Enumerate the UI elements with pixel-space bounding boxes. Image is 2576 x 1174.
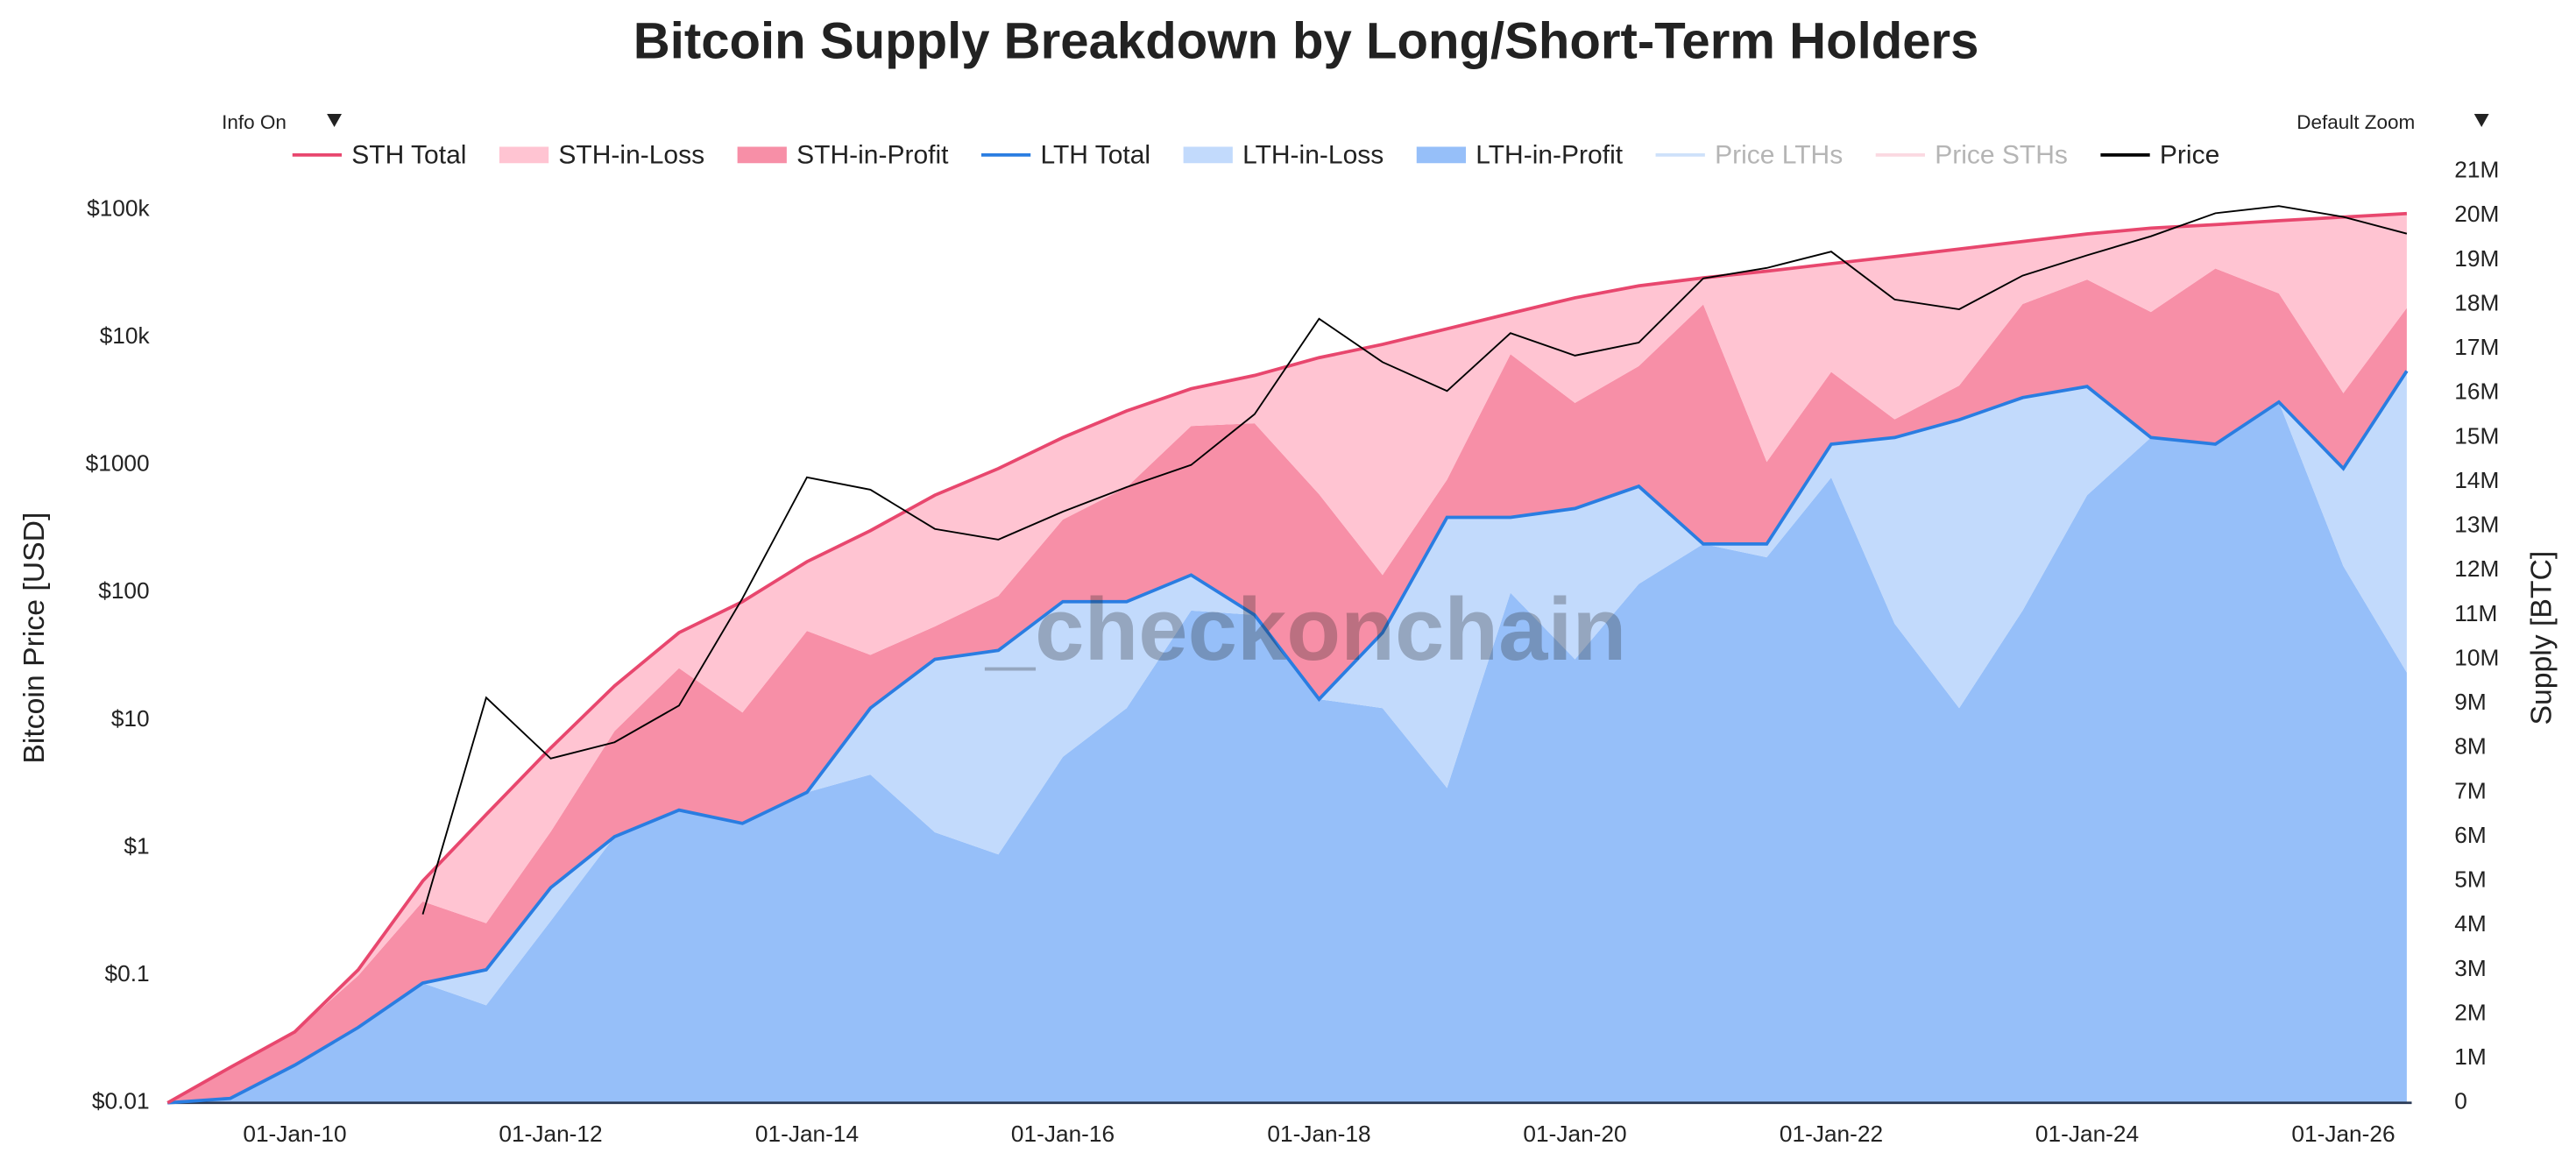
- legend-swatch: [1416, 146, 1467, 164]
- y2-tick-label: 20M: [2454, 201, 2499, 227]
- x-tick-label: 01-Jan-24: [2035, 1121, 2139, 1147]
- x-tick-label: 01-Jan-12: [499, 1121, 602, 1147]
- line: [167, 370, 2409, 1105]
- y2-tick-label: 17M: [2454, 334, 2499, 360]
- x-tick-label: 01-Jan-26: [2291, 1121, 2395, 1147]
- y2-tick-label: 13M: [2454, 512, 2499, 538]
- x-tick-label: 01-Jan-16: [1011, 1121, 1115, 1147]
- legend-label: Price STHs: [1935, 141, 2068, 170]
- legend-item[interactable]: STH-in-Loss: [499, 141, 704, 170]
- plot-area: [166, 205, 2412, 1105]
- price-line: [421, 205, 2408, 915]
- dropdown-arrow[interactable]: [327, 114, 342, 127]
- y-tick-label: $100: [98, 577, 149, 604]
- legend-label: Price LTHs: [1715, 141, 1843, 170]
- legend-label: LTH-in-Loss: [1242, 141, 1384, 170]
- y2-tick-label: 6M: [2454, 822, 2486, 848]
- x-tick-label: 01-Jan-18: [1267, 1121, 1370, 1147]
- legend-item[interactable]: LTH Total: [980, 141, 1150, 170]
- y2-tick-label: 3M: [2454, 955, 2486, 981]
- y2-tick-label: 10M: [2454, 644, 2499, 670]
- y2-tick-label: 21M: [2454, 157, 2499, 183]
- y2-tick-label: 12M: [2454, 555, 2499, 582]
- legend-item[interactable]: Price LTHs: [1655, 141, 1844, 170]
- y-tick-label: $100k: [87, 194, 150, 221]
- y-tick-label: $10k: [100, 322, 151, 349]
- y2-tick-label: 4M: [2454, 910, 2486, 937]
- legend-swatch: [737, 146, 787, 164]
- y2-tick-label: 16M: [2454, 378, 2499, 405]
- y-axis-title: Bitcoin Price [USD]: [18, 513, 51, 764]
- x-tick-label: 01-Jan-14: [755, 1121, 859, 1147]
- y2-tick-label: 8M: [2454, 733, 2486, 760]
- chart-title: Bitcoin Supply Breakdown by Long/Short-T…: [633, 13, 1979, 70]
- y2-tick-label: 5M: [2454, 866, 2486, 893]
- info-button-label[interactable]: Info On: [222, 111, 287, 133]
- y-tick-label: $1: [124, 832, 149, 859]
- legend-item[interactable]: LTH-in-Loss: [1183, 141, 1384, 170]
- x-tick-label: 01-Jan-20: [1523, 1121, 1626, 1147]
- y-tick-label: $10: [111, 705, 150, 732]
- legend-label: STH-in-Loss: [558, 141, 704, 170]
- x-tick-label: 01-Jan-10: [243, 1121, 346, 1147]
- legend-item[interactable]: Price STHs: [1875, 141, 2068, 170]
- legend-swatch: [499, 146, 549, 164]
- zoom-button-label[interactable]: Default Zoom: [2296, 111, 2415, 133]
- y-tick-label: $1000: [86, 450, 150, 477]
- area: [167, 401, 2407, 1103]
- y2-tick-label: 9M: [2454, 689, 2486, 715]
- x-tick-label: 01-Jan-22: [1780, 1121, 1883, 1147]
- info-button[interactable]: Info On: [222, 111, 342, 133]
- y2-tick-label: 1M: [2454, 1043, 2486, 1070]
- zoom-button[interactable]: Default Zoom: [2296, 111, 2489, 133]
- y2-tick-label: 14M: [2454, 467, 2499, 493]
- area: [167, 268, 2407, 1103]
- dropdown-arrow[interactable]: [2473, 114, 2489, 127]
- legend-label: Price: [2160, 141, 2219, 170]
- y2-axis-title: Supply [BTC]: [2524, 551, 2558, 725]
- legend: STH Total STH-in-Loss STH-in-Profit LTH Tot…: [292, 141, 2219, 170]
- y2-tick-label: 0: [2454, 1088, 2467, 1114]
- y2-tick-label: 7M: [2454, 777, 2486, 803]
- legend-label: STH-in-Profit: [796, 141, 949, 170]
- y2-tick-label: 18M: [2454, 289, 2499, 315]
- y-tick-label: $0.01: [92, 1088, 150, 1114]
- y2-tick-label: 19M: [2454, 245, 2499, 272]
- legend-label: STH Total: [351, 141, 466, 170]
- legend-item[interactable]: LTH-in-Profit: [1416, 141, 1624, 170]
- legend-label: LTH-in-Profit: [1476, 141, 1623, 170]
- legend-item[interactable]: STH-in-Profit: [737, 141, 950, 170]
- y2-tick-label: 2M: [2454, 999, 2486, 1025]
- legend-swatch: [1183, 146, 1233, 164]
- y2-tick-label: 11M: [2454, 600, 2497, 626]
- legend-item[interactable]: STH Total: [292, 141, 467, 170]
- legend-label: LTH Total: [1040, 141, 1150, 170]
- watermark: _checkonchain: [985, 580, 1627, 679]
- area: [167, 213, 2407, 1103]
- y-tick-label: $0.1: [105, 960, 150, 987]
- y2-tick-label: 15M: [2454, 422, 2499, 449]
- legend-item[interactable]: Price: [2100, 141, 2219, 170]
